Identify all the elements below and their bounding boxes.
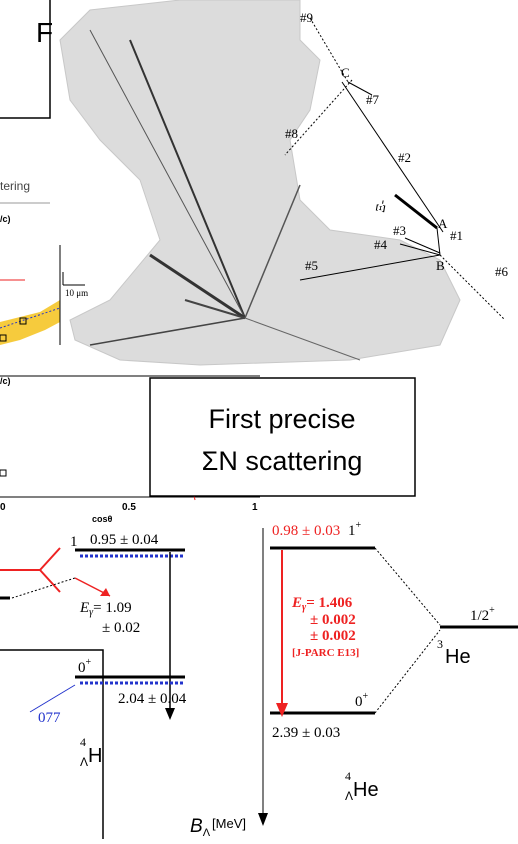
spin: 0 [355,694,363,710]
gamma-value: = 1.09 [93,600,131,616]
callout-box [150,378,415,496]
level-label: 1 [70,534,78,550]
spin-label: +1+ [348,520,362,539]
vertex-label: A [438,216,448,231]
callout-text: First precise [208,404,355,434]
vertex-label: C [341,65,350,80]
blue-fragment: 077 [38,710,61,726]
gamma-error: ± 0.002 [310,612,356,628]
mass-number: 3 [437,637,443,651]
spin: 1/2 [470,608,489,624]
axis-unit: [MeV] [212,816,246,831]
track-label: #6 [495,264,509,279]
mass-number: 4 [80,735,86,749]
spin-label: 0+ [355,691,369,710]
axis-label: BΛ[MeV] [190,816,246,839]
vertex-label: B [436,258,445,273]
experiment-label: [J-PARC E13] [292,647,359,659]
level-energy: 2.04 ± 0.04 [118,691,187,707]
box-text: F [36,17,53,48]
gamma-error: ± 0.002 [310,628,356,644]
gamma-symbol: E [79,600,89,616]
level-energy: 0.98 ± 0.03 [272,523,340,539]
parity: + [489,605,495,616]
level-scheme [0,528,518,839]
scale-label: 10 μm [65,288,88,298]
unit-fragment: /c) [0,214,11,224]
track-label: #9 [300,10,313,25]
gamma-label: Eγ= 1.09 [79,600,132,618]
level-energy: 0.95 ± 0.04 [90,532,159,548]
nucleus-name: He [353,779,379,801]
x-tick-label: 0 [0,502,6,513]
parity: + [86,657,92,668]
gamma-value: = 1.406 [306,595,353,611]
callout-text: ΣN scattering [202,446,363,476]
spin: 0 [78,660,86,676]
nucleus-name: H [88,745,102,767]
axis-symbol: B [190,816,203,837]
gamma-error: ± 0.02 [102,620,140,636]
page: F 10 μm #9 C #7 #8 #2 Ξ- A #3 #1 #4 B #5… [0,0,518,839]
gamma-label: Eγ= 1.406 [291,595,353,613]
emulsion-image: 10 μm [60,0,460,365]
track-label: #4 [374,237,388,252]
spin: 1 [348,523,356,539]
axis-subscript: Λ [203,827,211,839]
level-energy: 2.39 ± 0.03 [272,725,340,741]
track-label: #1 [450,228,463,243]
parity: + [356,520,362,531]
particle-label: Ξ- [372,198,389,213]
plot-title-fragment: tering [0,179,30,193]
x-axis-label: cosθ [92,514,113,524]
hyperon-subscript: Λ [345,789,353,803]
unit-fragment: /c) [0,376,11,386]
nucleus-name: He [445,646,471,668]
x-tick-label: 1 [252,502,258,513]
track-label: #2 [398,150,411,165]
parity: + [363,691,369,702]
slide: F 10 μm #9 C #7 #8 #2 Ξ- A #3 #1 #4 B #5… [0,0,518,839]
hyperon-subscript: Λ [80,755,88,769]
x-tick-label: 0.5 [122,502,136,513]
track-label: #3 [393,223,406,238]
gamma-symbol: E [291,595,302,611]
track-label: #8 [285,126,298,141]
level-labels: 1 0.95 ± 0.04 Eγ= 1.09 ± 0.02 0+ 2.04 ± … [38,520,495,839]
track-label: #5 [305,258,318,273]
track-label: #7 [366,92,380,107]
spin-label: 1/2+ [470,605,495,624]
mass-number: 4 [345,769,351,783]
